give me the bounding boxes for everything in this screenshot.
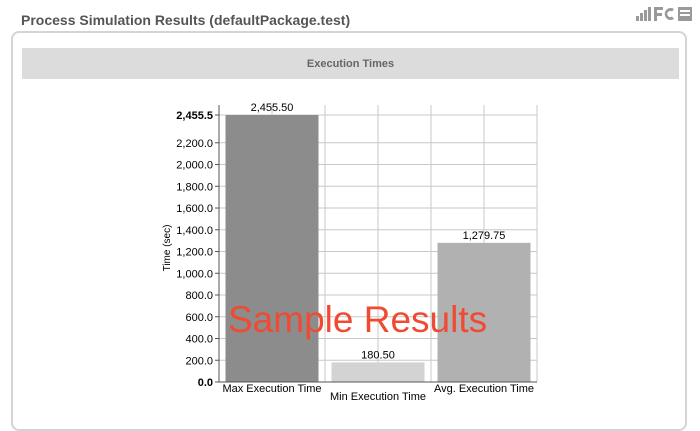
bar bbox=[225, 115, 319, 382]
y-tick-label: 1,000.0 bbox=[176, 268, 213, 280]
bar-value-label: 2,455.50 bbox=[251, 102, 294, 114]
x-category-label: Max Execution Time bbox=[222, 383, 321, 395]
y-tick-label: 1,800.0 bbox=[176, 181, 213, 193]
section-title: Execution Times bbox=[306, 57, 395, 70]
y-tick-label: 200.0 bbox=[185, 355, 213, 367]
y-tick-label: 0.0 bbox=[198, 377, 213, 389]
y-tick-label: 2,455.5 bbox=[176, 110, 213, 122]
y-tick-label: 1,600.0 bbox=[176, 203, 213, 215]
sample-results-watermark: Sample Results bbox=[228, 299, 488, 340]
chart-axes bbox=[215, 105, 537, 383]
y-tick-label: 2,200.0 bbox=[176, 138, 213, 150]
chart-bars bbox=[225, 115, 531, 382]
app-logo-icon bbox=[636, 7, 692, 21]
section-header: Execution Times bbox=[22, 48, 679, 79]
bar bbox=[331, 362, 425, 382]
y-axis-label: Time (sec) bbox=[162, 225, 173, 272]
y-tick-label: 1,400.0 bbox=[176, 225, 213, 237]
y-tick-label: 2,000.0 bbox=[176, 160, 213, 172]
chart-labels: 0.0 200.0 400.0 600.0 800.0 1,000.0 1,200.0 1,4… bbox=[162, 102, 534, 400]
bar-value-label: 180.50 bbox=[361, 349, 395, 361]
y-tick-label: 400.0 bbox=[185, 334, 213, 346]
execution-times-chart: 0.0 200.0 400.0 600.0 800.0 1,000.0 1,200.0 1,4… bbox=[162, 102, 538, 400]
x-category-label: Min Execution Time bbox=[330, 391, 426, 400]
y-tick-label: 800.0 bbox=[185, 290, 213, 302]
y-tick-label: 600.0 bbox=[185, 312, 213, 324]
bar-value-label: 1,279.75 bbox=[463, 230, 506, 242]
bar bbox=[437, 242, 531, 382]
page-title: Process Simulation Results (defaultPacka… bbox=[21, 12, 351, 28]
x-category-label: Avg. Execution Time bbox=[434, 383, 534, 395]
y-tick-label: 1,200.0 bbox=[176, 247, 213, 259]
